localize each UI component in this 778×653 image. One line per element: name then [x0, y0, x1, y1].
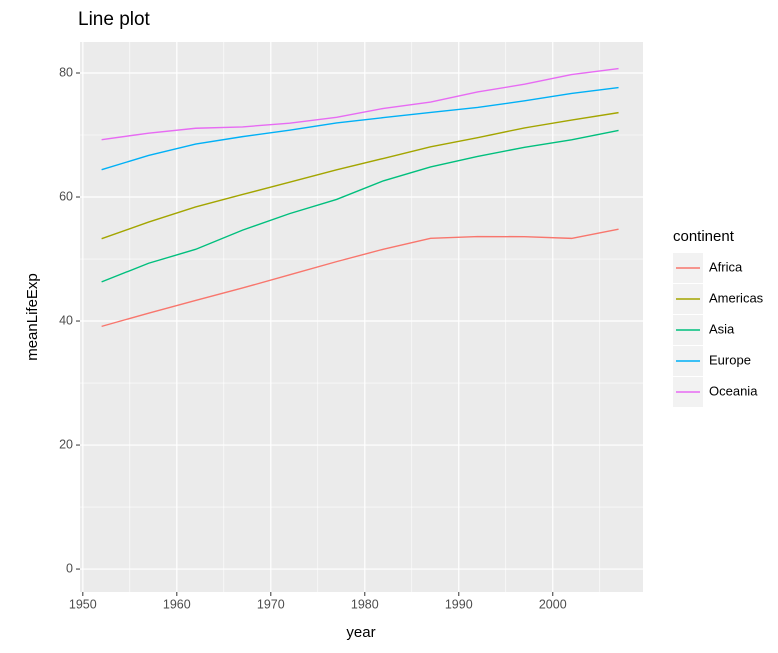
y-tick-label: 80 [59, 65, 73, 79]
y-axis-label: meanLifeExp [24, 273, 41, 361]
x-tick-label: 1950 [69, 597, 97, 611]
series-line [101, 111, 619, 240]
x-tick-label: 2000 [539, 597, 567, 611]
y-tick-label: 0 [66, 561, 73, 575]
x-tick-label: 1960 [163, 597, 191, 611]
legend-label: Americas [709, 290, 764, 305]
y-tick-label: 20 [59, 437, 73, 451]
x-tick-label: 1990 [445, 597, 473, 611]
legend-label: Europe [709, 352, 751, 367]
series-line [101, 129, 619, 283]
legend-label: Africa [709, 259, 743, 274]
y-tick-label: 40 [59, 313, 73, 327]
legend-title: continent [673, 228, 735, 245]
x-tick-label: 1970 [257, 597, 285, 611]
legend-label: Oceania [709, 383, 758, 398]
legend-label: Asia [709, 321, 735, 336]
series-line [101, 228, 619, 328]
x-axis-label: year [346, 624, 375, 641]
chart-title: Line plot [78, 9, 151, 30]
x-tick-label: 1980 [351, 597, 379, 611]
series-line [101, 86, 619, 171]
y-tick-label: 60 [59, 189, 73, 203]
plot-panel [80, 42, 643, 592]
series-line [101, 67, 619, 141]
